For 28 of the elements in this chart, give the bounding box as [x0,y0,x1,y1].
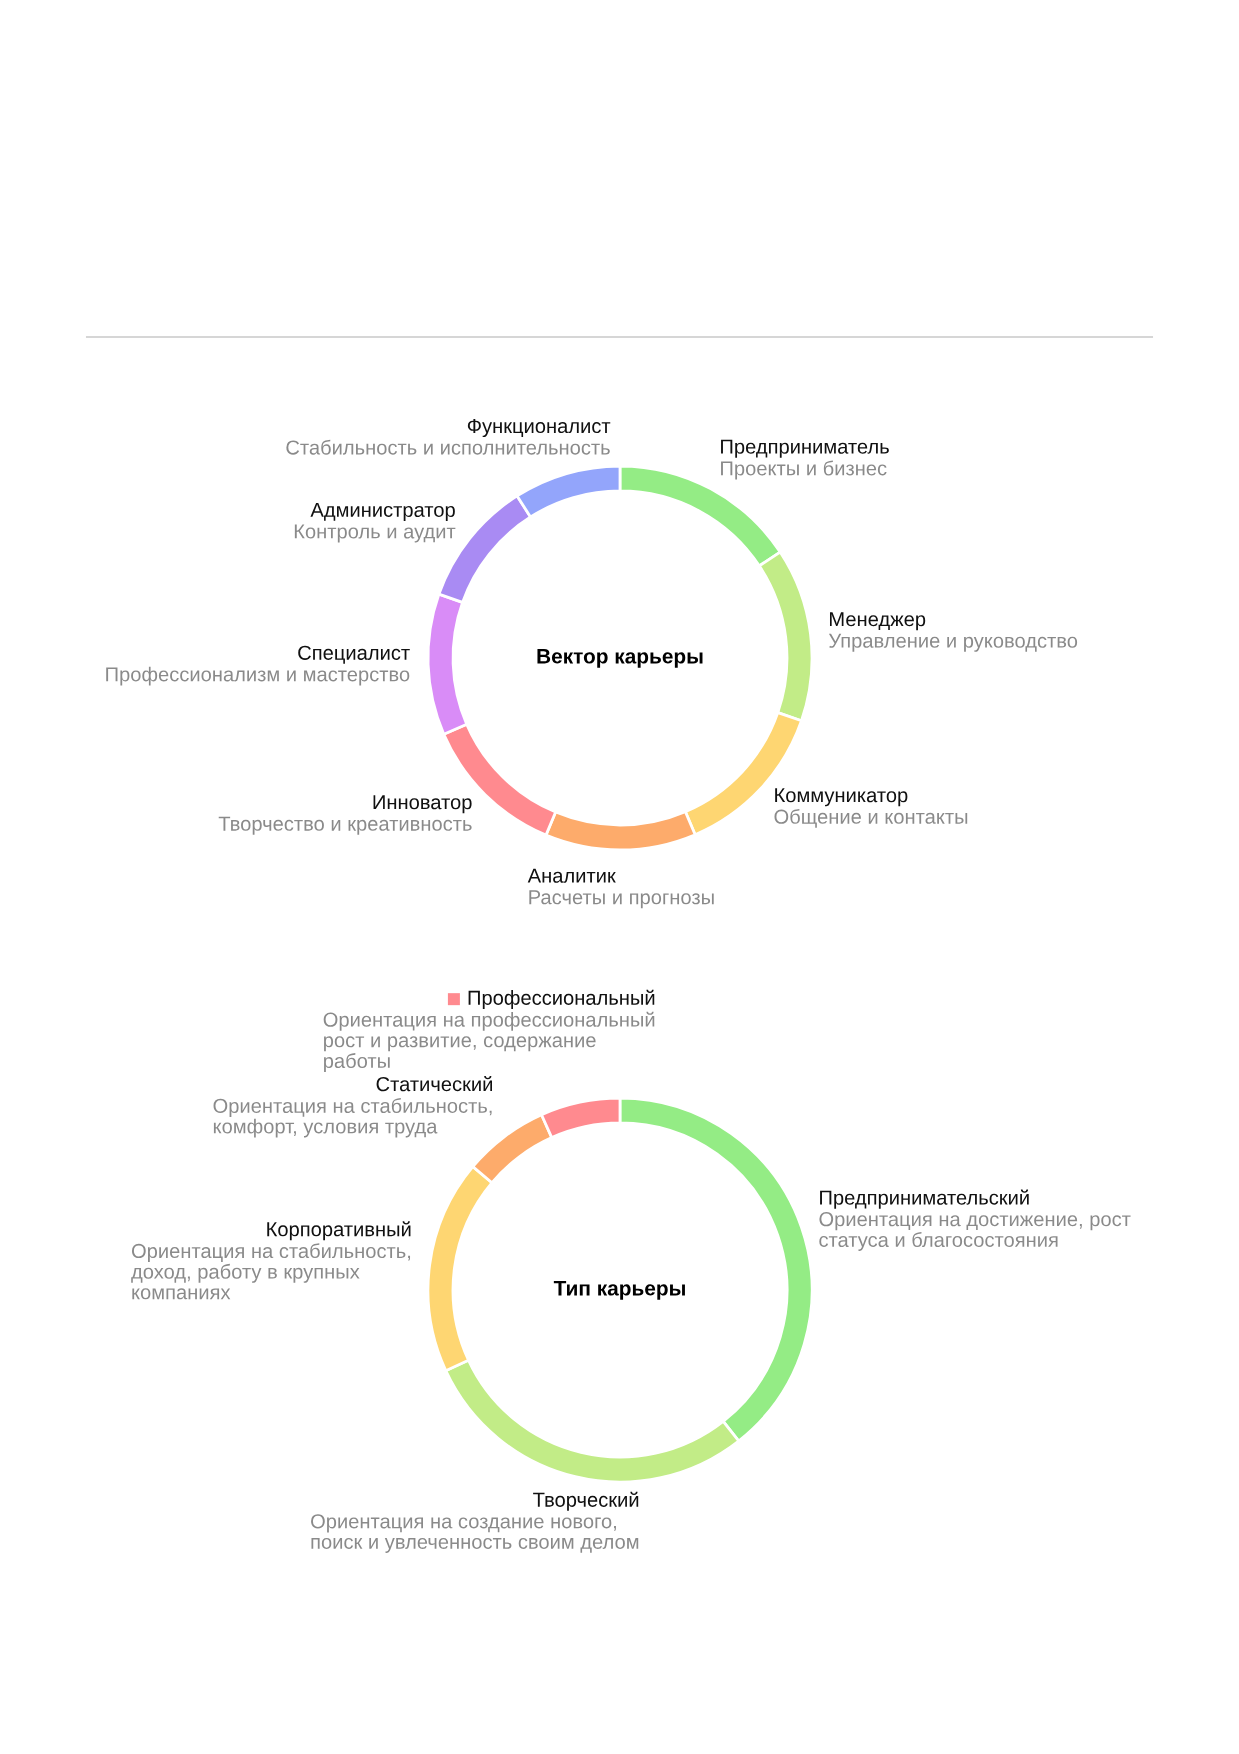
slice-label: Специалист [298,645,410,664]
text: Тип карьеры [553,1281,685,1300]
slice-label: Менеджер [830,612,926,631]
slice-label: Аналитик [527,868,616,883]
slice-label: Корпоративный [267,1221,411,1241]
text: Стабильность и исполнительность [286,439,610,455]
slice-label: Функционалист [467,418,611,438]
text: Общение и контакты [774,808,968,828]
text: Ориентация на профессиональный рост и развитие, содержание работы [323,1011,655,1073]
text: Вектор карьеры [537,649,703,668]
slice-label: Администратор [310,502,455,521]
slice-label: Творческий [533,1491,639,1511]
text: Ориентация на создание нового, поиск и увлеченность своим делом [311,1514,639,1553]
slice-label: Предприниматель [721,439,889,458]
text: Контроль и аудит [294,524,456,543]
text: Творчество и креативность [218,816,472,835]
slice-label: Статический [376,1076,492,1092]
slice-label: Коммуникатор [775,788,908,807]
text: Расчеты и прогнозы [529,890,714,909]
text: Ориентация на стабильность, комфорт, условия труда [213,1098,492,1138]
text: Профессионализм и мастерство [106,666,410,686]
text: Ориентация на достижение, рост статуса и благосостояния [819,1212,1131,1251]
text: Ориентация на стабильность, доход, работу в крупных компаниях [131,1243,411,1300]
legend-label: Профессиональный [468,989,655,1009]
text: Управление и руководство [828,633,1078,652]
slice-label: Инноватор [373,795,472,814]
text: Проекты и бизнес [721,460,887,480]
slice-label: Предпринимательский [820,1189,1029,1209]
